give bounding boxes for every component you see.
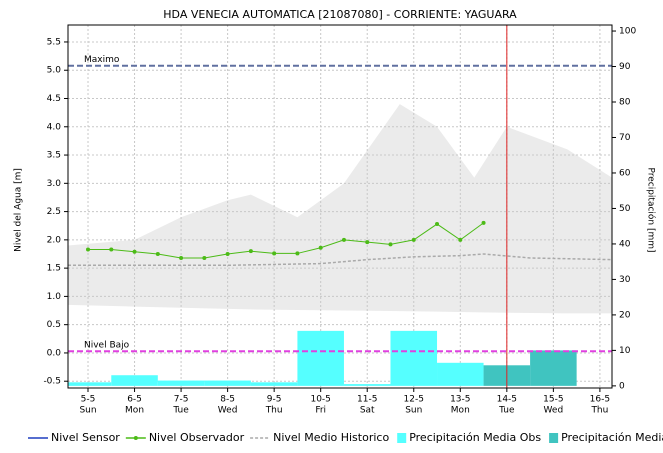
level-marker (481, 220, 486, 225)
x-tick-day: Sun (405, 406, 422, 416)
legend-label: Nivel Sensor (51, 431, 120, 444)
range-band (68, 104, 612, 314)
y-tick-label: 1.0 (47, 292, 62, 302)
y2-tick-label: 0 (619, 381, 625, 391)
x-tick-label: 5-5 (81, 395, 96, 405)
y2-tick-label: 60 (619, 168, 631, 178)
level-marker (132, 249, 137, 254)
y2-tick-label: 20 (619, 310, 631, 320)
level-marker (411, 237, 416, 242)
x-tick-day: Wed (544, 406, 564, 416)
x-tick-label: 8-5 (220, 395, 235, 405)
precip-bar (204, 380, 251, 386)
y2-tick-label: 80 (619, 98, 631, 108)
x-tick-day: Fri (315, 406, 326, 416)
precip-bar (68, 382, 112, 386)
x-tick-label: 14-5 (497, 395, 517, 405)
legend-label: Precipitación Media Obs (409, 431, 541, 444)
y-tick-label: 2.5 (47, 207, 61, 217)
x-tick-day: Tue (172, 406, 189, 416)
level-marker (388, 242, 393, 247)
precip-bar (530, 350, 577, 386)
level-marker (248, 249, 253, 254)
level-marker (179, 255, 184, 260)
y-tick-label: -0.5 (43, 377, 61, 387)
y-tick-label: 2.0 (47, 235, 62, 245)
precip-bar (250, 382, 298, 386)
x-tick-day: Mon (125, 406, 144, 416)
y-tick-label: 4.5 (47, 94, 61, 104)
x-tick-day: Sun (79, 406, 96, 416)
y2-tick-label: 50 (619, 204, 631, 214)
y-tick-label: 3.0 (47, 179, 62, 189)
precip-bar (297, 330, 344, 386)
x-tick-label: 10-5 (310, 395, 330, 405)
y2-tick-label: 70 (619, 133, 631, 143)
x-tick-label: 12-5 (404, 395, 424, 405)
y-axis-title: Nivel del Agua [m] (14, 168, 24, 252)
level-marker (365, 240, 370, 245)
level-line (68, 253, 613, 267)
y-tick-label: 5.5 (47, 37, 61, 47)
level-marker (458, 237, 463, 242)
level-marker (272, 251, 277, 256)
precip-bar (111, 375, 158, 386)
y2-tick-label: 30 (619, 275, 631, 285)
level-marker (341, 237, 346, 242)
level-marker (318, 245, 323, 250)
y-tick-label: 0.5 (47, 320, 61, 330)
level-marker (435, 222, 440, 227)
legend-swatch (397, 433, 407, 443)
ref-label: Maximo (84, 55, 120, 65)
x-tick-label: 13-5 (450, 395, 470, 405)
x-tick-day: Wed (218, 406, 238, 416)
x-tick-day: Mon (451, 406, 470, 416)
legend-label: Nivel Observador (149, 431, 245, 444)
x-tick-day: Thu (265, 406, 283, 416)
x-tick-label: 16-5 (590, 395, 610, 405)
y2-tick-label: 10 (619, 346, 631, 356)
y-tick-label: 5.0 (47, 66, 62, 76)
chart-title: HDA VENECIA AUTOMATICA [21087080] - CORR… (163, 8, 517, 21)
plot-frame (67, 24, 613, 389)
precip-bar (437, 362, 484, 386)
level-marker (155, 251, 160, 256)
level-marker (225, 251, 230, 256)
y2-axis-title: Precipitación [mm] (646, 167, 657, 252)
legend-swatch (549, 433, 559, 443)
legend-label: Precipitación Media Pro (561, 431, 663, 444)
legend-marker (133, 436, 138, 440)
x-tick-label: 7-5 (174, 395, 189, 405)
y-tick-label: 3.5 (47, 151, 61, 161)
legend-label: Nivel Medio Historico (273, 431, 389, 444)
level-marker (202, 255, 207, 260)
y-tick-label: 4.0 (47, 122, 62, 132)
y-tick-label: 0.0 (47, 348, 62, 358)
level-marker (295, 251, 300, 256)
y-tick-label: 1.5 (47, 264, 61, 274)
level-line (88, 222, 484, 259)
level-marker (109, 247, 114, 252)
x-tick-label: 11-5 (357, 395, 377, 405)
y2-tick-label: 90 (619, 62, 631, 72)
x-tick-day: Thu (590, 406, 608, 416)
precip-bar (343, 384, 391, 386)
y2-tick-label: 40 (619, 239, 631, 249)
level-marker (86, 247, 91, 252)
precip-bar (390, 330, 438, 386)
x-tick-day: Sat (360, 406, 375, 416)
x-tick-label: 9-5 (267, 395, 282, 405)
x-tick-label: 15-5 (543, 395, 563, 405)
y2-tick-label: 100 (619, 27, 636, 37)
x-tick-label: 6-5 (127, 395, 142, 405)
precip-bar (157, 380, 205, 386)
x-tick-day: Tue (498, 406, 515, 416)
ref-label: Nivel Bajo (84, 341, 130, 351)
